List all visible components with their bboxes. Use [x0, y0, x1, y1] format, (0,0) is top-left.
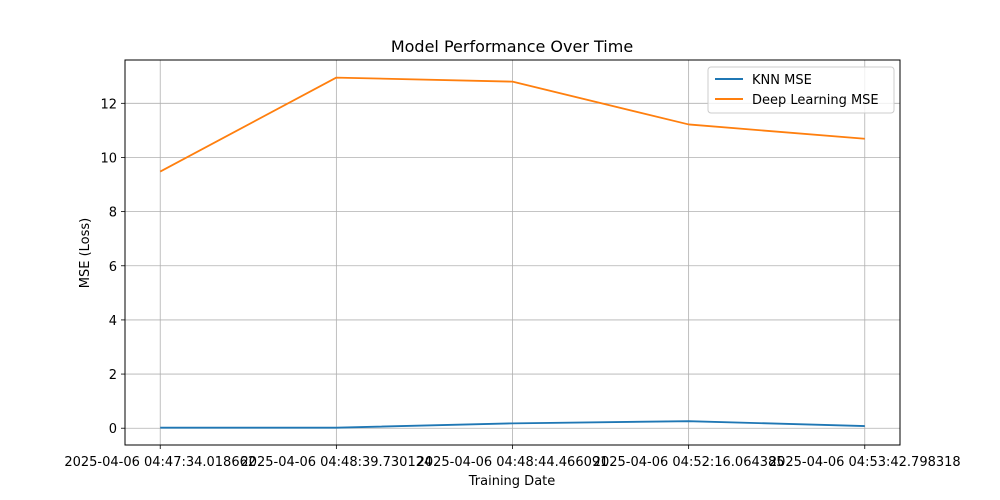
- y-tick-label: 6: [109, 260, 117, 275]
- y-axis-label: MSE (Loss): [78, 218, 93, 288]
- x-tick-label: 2025-04-06 04:47:34.018662: [64, 455, 256, 470]
- y-tick-label: 12: [100, 97, 117, 112]
- x-axis-label: Training Date: [468, 474, 556, 489]
- x-tick-label: 2025-04-06 04:52:16.064385: [593, 455, 785, 470]
- legend-label-deep-learning: Deep Learning MSE: [752, 93, 879, 108]
- legend-box: [707, 66, 895, 114]
- y-tick-label: 10: [100, 151, 117, 166]
- y-tick-label: 8: [109, 206, 117, 221]
- x-tick-label: 2025-04-06 04:48:39.730124: [240, 455, 432, 470]
- x-tick-label: 2025-04-06 04:48:44.466091: [417, 455, 609, 470]
- series-lines: [159, 76, 865, 429]
- legend-label-knn: KNN MSE: [752, 73, 812, 88]
- y-tick-label: 4: [109, 314, 117, 329]
- chart-title: Model Performance Over Time: [391, 37, 633, 56]
- y-tick-label: 2: [109, 368, 117, 383]
- y-tick-label: 0: [109, 422, 117, 437]
- x-tick-label: 2025-04-06 04:53:42.798318: [769, 455, 961, 470]
- grid: [125, 60, 900, 445]
- legend: KNN MSE Deep Learning MSE: [707, 66, 895, 114]
